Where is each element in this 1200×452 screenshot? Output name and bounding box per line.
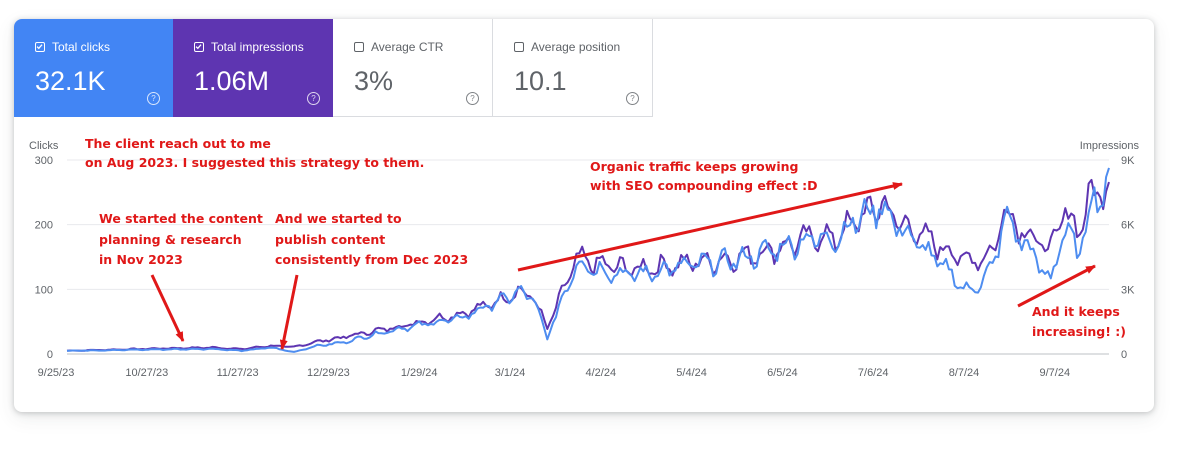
annotation-organic-line1: Organic traffic keeps growing — [590, 159, 798, 174]
metric-total-clicks[interactable]: Total clicks 32.1K ? — [14, 19, 173, 117]
annotation-publish-line1: And we started to — [275, 211, 402, 226]
left-tick-label: 0 — [47, 349, 53, 361]
performance-card: Total clicks 32.1K ? Total impressions 1… — [14, 19, 1154, 412]
metric-label: Average position — [531, 40, 621, 54]
metric-average-position[interactable]: Average position 10.1 ? — [493, 19, 653, 117]
clicks-series-line — [66, 167, 1110, 353]
arrow-nov-2023 — [150, 274, 185, 342]
x-tick-label: 11/27/23 — [217, 367, 259, 379]
annotation-publish-line3: consistently from Dec 2023 — [275, 252, 468, 267]
annotation-planning-line2: planning & research — [99, 232, 242, 247]
right-tick-label: 3K — [1121, 284, 1135, 296]
checkbox-checked-icon[interactable] — [194, 42, 204, 52]
x-tick-label: 4/2/24 — [586, 367, 617, 379]
arrow-organic-growth — [517, 182, 903, 272]
gridlines — [67, 159, 1109, 355]
annotation-arrows — [150, 182, 1096, 350]
x-tick-label: 12/29/23 — [307, 367, 350, 379]
x-tick-label: 6/5/24 — [767, 367, 798, 379]
annotation-client-line1: The client reach out to me — [85, 136, 271, 151]
annotation-increasing-line1: And it keeps — [1032, 304, 1120, 319]
left-tick-label: 300 — [35, 155, 53, 167]
annotations: The client reach out to me on Aug 2023. … — [85, 136, 1126, 339]
right-axis-title: Impressions — [1080, 140, 1140, 152]
help-icon[interactable]: ? — [466, 92, 479, 105]
left-axis-title: Clicks — [29, 140, 59, 152]
left-tick-label: 200 — [35, 220, 53, 232]
help-icon[interactable]: ? — [626, 92, 639, 105]
metric-value: 3% — [354, 66, 394, 96]
checkbox-unchecked-icon[interactable] — [514, 42, 524, 52]
performance-chart: Clicks Impressions 300 9K 200 6K 100 3K 0 0 9/25… — [29, 136, 1140, 379]
checkbox-checked-icon[interactable] — [35, 42, 45, 52]
annotation-planning-line1: We started the content — [99, 211, 263, 226]
metric-average-ctr[interactable]: Average CTR 3% ? — [333, 19, 493, 117]
arrow-keeps-increasing — [1017, 264, 1096, 308]
annotation-client-line2: on Aug 2023. I suggested this strategy t… — [85, 155, 424, 170]
right-tick-label: 9K — [1121, 155, 1135, 167]
x-tick-label: 10/27/23 — [125, 367, 168, 379]
help-icon[interactable]: ? — [307, 92, 320, 105]
right-tick-label: 6K — [1121, 220, 1135, 232]
metric-value: 1.06M — [194, 66, 270, 96]
x-tick-label: 3/1/24 — [495, 367, 526, 379]
x-tick-label: 5/4/24 — [676, 367, 707, 379]
x-tick-label: 9/25/23 — [38, 367, 75, 379]
arrow-dec-2023 — [279, 274, 299, 350]
metric-total-impressions[interactable]: Total impressions 1.06M ? — [173, 19, 333, 117]
checkbox-unchecked-icon[interactable] — [354, 42, 364, 52]
annotation-planning-line3: in Nov 2023 — [99, 252, 183, 267]
annotation-organic-line2: with SEO compounding effect :D — [590, 178, 818, 193]
left-tick-label: 100 — [35, 284, 53, 296]
metric-label: Total impressions — [211, 40, 304, 54]
x-tick-label: 7/6/24 — [858, 367, 889, 379]
x-tick-label: 8/7/24 — [949, 367, 980, 379]
right-tick-label: 0 — [1121, 349, 1127, 361]
annotation-increasing-line2: increasing! :) — [1032, 324, 1126, 339]
annotation-publish-line2: publish content — [275, 232, 385, 247]
metric-label: Total clicks — [52, 40, 111, 54]
x-tick-label: 9/7/24 — [1040, 367, 1071, 379]
x-tick-label: 1/29/24 — [401, 367, 438, 379]
impressions-series-line — [66, 178, 1110, 352]
metric-value: 10.1 — [514, 66, 567, 96]
metric-label: Average CTR — [371, 40, 444, 54]
metric-value: 32.1K — [35, 66, 106, 96]
help-icon[interactable]: ? — [147, 92, 160, 105]
